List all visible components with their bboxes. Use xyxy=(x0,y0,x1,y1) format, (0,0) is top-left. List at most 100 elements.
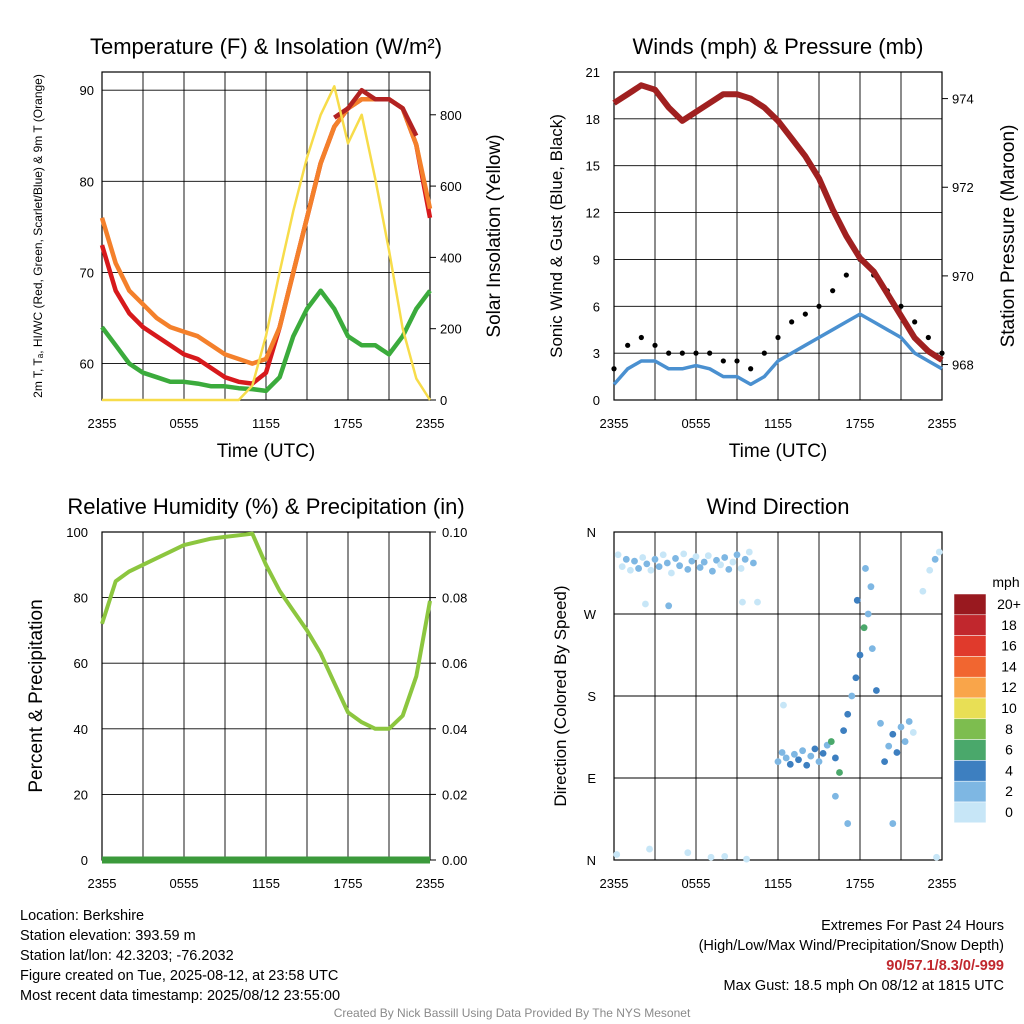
direction-point-86 xyxy=(933,853,940,861)
direction-point-21 xyxy=(700,558,708,566)
gust-point-14 xyxy=(802,311,808,317)
gust-point-9 xyxy=(734,358,740,364)
direction-point-34 xyxy=(642,600,649,608)
chart-title-3: Wind Direction xyxy=(706,494,849,519)
legend-swatch-9 xyxy=(953,780,987,803)
direction-point-53 xyxy=(811,745,819,753)
x-tick-1-1: 0555 xyxy=(682,416,711,431)
legend-swatch-6 xyxy=(953,718,987,740)
direction-point-43 xyxy=(743,855,750,863)
legend-swatch-8 xyxy=(953,760,987,782)
gust-point-3 xyxy=(652,342,658,348)
direction-point-14 xyxy=(672,555,679,562)
y-right-tick-0-2: 400 xyxy=(440,250,462,265)
figure-created: Figure created on Tue, 2025-08-12, at 23… xyxy=(20,968,339,984)
direction-point-89 xyxy=(867,583,875,591)
direction-point-46 xyxy=(782,754,790,762)
legend-title: mph xyxy=(992,574,1019,590)
y-right-tick-0-0: 0 xyxy=(440,393,447,408)
series-heat_index xyxy=(333,87,419,137)
legend-swatch-4 xyxy=(953,676,987,699)
direction-point-36 xyxy=(739,598,746,606)
direction-point-12 xyxy=(663,559,671,567)
direction-point-47 xyxy=(786,760,794,768)
direction-point-27 xyxy=(725,565,733,573)
direction-point-0 xyxy=(614,551,622,559)
y-tick-0-1: 70 xyxy=(80,265,94,280)
direction-point-76 xyxy=(905,718,913,725)
direction-point-60 xyxy=(840,727,847,735)
direction-point-39 xyxy=(646,845,653,853)
direction-point-8 xyxy=(647,566,655,574)
x-axis-label-1: Time (UTC) xyxy=(729,441,828,462)
x-tick-2-3: 1755 xyxy=(334,876,363,891)
gust-point-24 xyxy=(939,350,945,356)
direction-point-7 xyxy=(643,560,651,568)
direction-point-68 xyxy=(873,687,880,694)
direction-point-78 xyxy=(780,701,787,709)
y-right-tick-2-4: 0.08 xyxy=(442,591,467,606)
y-right-tick-2-0: 0.00 xyxy=(442,853,467,868)
direction-point-18 xyxy=(688,557,696,565)
y-tick-0-3: 90 xyxy=(80,83,94,98)
direction-point-75 xyxy=(901,738,909,745)
gust-point-10 xyxy=(748,366,754,372)
series-wind xyxy=(612,312,943,387)
y-tick-3-2: S xyxy=(587,689,596,704)
direction-point-42 xyxy=(721,852,729,860)
direction-point-3 xyxy=(627,566,634,574)
direction-point-29 xyxy=(733,551,741,559)
direction-point-65 xyxy=(860,624,868,632)
y-tick-3-3: W xyxy=(584,607,597,622)
direction-point-73 xyxy=(893,749,901,756)
legend-swatch-0 xyxy=(953,593,987,616)
legend-swatch-3 xyxy=(953,656,987,678)
legend-label-2: 16 xyxy=(1001,638,1017,654)
chart-title-2: Relative Humidity (%) & Precipitation (i… xyxy=(67,494,464,519)
y-tick-2-5: 100 xyxy=(66,525,88,540)
credit-line: Created By Nick Bassill Using Data Provi… xyxy=(333,1006,691,1020)
legend-swatch-1 xyxy=(953,614,987,636)
direction-point-20 xyxy=(696,564,704,571)
direction-point-23 xyxy=(709,567,716,575)
direction-point-19 xyxy=(692,553,700,560)
x-tick-3-2: 1155 xyxy=(764,876,792,891)
gust-point-11 xyxy=(761,350,767,356)
y-right-axis-label-1: Station Pressure (Maroon) xyxy=(998,125,1019,348)
direction-point-87 xyxy=(862,565,869,572)
y-axis-label-1: Sonic Wind & Gust (Blue, Black) xyxy=(547,114,566,358)
direction-point-84 xyxy=(931,555,939,563)
direction-point-28 xyxy=(729,558,737,566)
y-tick-1-5: 15 xyxy=(586,159,600,174)
extremes-values: 90/57.1/8.3/0/-999 xyxy=(886,958,1004,974)
series-dewpoint xyxy=(100,288,432,394)
direction-point-88 xyxy=(853,596,861,604)
legend-label-6: 8 xyxy=(1005,721,1013,737)
x-tick-1-2: 1155 xyxy=(764,416,792,431)
direction-point-63 xyxy=(852,674,860,682)
direction-point-6 xyxy=(639,554,647,561)
x-tick-2-4: 2355 xyxy=(416,876,445,891)
gust-point-2 xyxy=(638,334,644,341)
x-tick-3-1: 0555 xyxy=(682,876,711,891)
direction-point-51 xyxy=(803,761,811,769)
x-tick-0-0: 2355 xyxy=(88,416,117,431)
direction-point-15 xyxy=(676,562,683,570)
y-tick-1-7: 21 xyxy=(586,65,600,80)
y-tick-1-6: 18 xyxy=(586,112,600,127)
y-right-tick-2-1: 0.02 xyxy=(442,787,467,802)
extremes-gust: Max Gust: 18.5 mph On 08/12 at 1815 UTC xyxy=(723,978,1004,994)
legend-label-10: 0 xyxy=(1005,804,1013,820)
x-tick-3-0: 2355 xyxy=(600,876,629,891)
x-tick-1-3: 1755 xyxy=(846,416,875,431)
y-tick-3-0: N xyxy=(587,853,596,868)
gust-point-12 xyxy=(775,334,781,341)
gust-point-1 xyxy=(625,342,631,348)
direction-point-81 xyxy=(889,820,897,827)
y-tick-0-2: 80 xyxy=(80,174,94,189)
y-tick-1-3: 9 xyxy=(593,252,600,267)
direction-point-67 xyxy=(868,645,876,653)
direction-point-11 xyxy=(659,551,667,559)
y-right-tick-0-3: 600 xyxy=(440,179,462,194)
direction-point-22 xyxy=(704,552,712,560)
